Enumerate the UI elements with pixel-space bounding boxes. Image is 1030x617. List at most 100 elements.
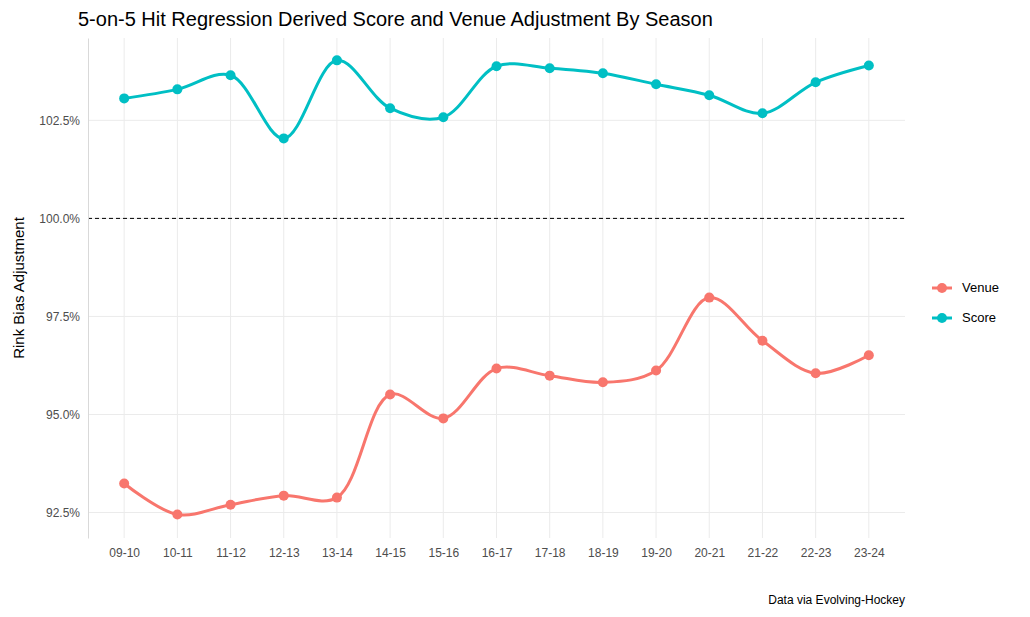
data-point: [332, 55, 342, 65]
data-point: [332, 493, 342, 503]
reference-line: [88, 218, 905, 219]
data-point: [492, 364, 502, 374]
tick-label: 92.5%: [46, 506, 80, 520]
grid-line: [656, 38, 657, 538]
tick-label: 16-17: [482, 546, 513, 560]
y-axis: 92.5% 95.0% 97.5% 100.0% 102.5%: [39, 39, 88, 539]
tick: 22-23: [801, 538, 832, 560]
data-point: [651, 366, 661, 376]
axis-title: Rink Bias Adjustment: [10, 216, 27, 359]
data-point: [704, 293, 714, 303]
grid-line: [283, 38, 284, 538]
data-point: [226, 500, 236, 510]
tick-label: 20-21: [694, 546, 725, 560]
data-point: [811, 77, 821, 87]
grid-line: [602, 38, 603, 538]
tick-label: 21-22: [748, 546, 779, 560]
data-point: [172, 84, 182, 94]
data-point: [385, 103, 395, 113]
plot-area: [119, 55, 874, 519]
tick: 12-13: [269, 538, 300, 560]
tick: 21-22: [748, 538, 779, 560]
legend-key: [937, 283, 947, 293]
grid-line: [868, 38, 869, 538]
data-point: [438, 112, 448, 122]
tick: 09-10: [109, 538, 140, 560]
tick-label: 09-10: [109, 546, 140, 560]
data-point: [172, 509, 182, 519]
series-line: [124, 298, 869, 516]
grid-line: [124, 38, 125, 538]
tick-label: 17-18: [535, 546, 566, 560]
axis-line: [88, 39, 89, 539]
data-point: [757, 336, 767, 346]
data-point: [279, 133, 289, 143]
tick-label: 23-24: [854, 546, 885, 560]
tick-label: 95.0%: [46, 408, 80, 422]
grid-line: [496, 38, 497, 538]
tick: 16-17: [482, 538, 513, 560]
grid-line: [815, 38, 816, 538]
tick-label: 10-11: [163, 546, 193, 560]
tick-label: 12-13: [269, 546, 300, 560]
legend: Venue Score: [932, 280, 999, 325]
legend-label: Venue: [962, 280, 999, 295]
tick: 20-21: [694, 538, 725, 560]
tick: 92.5%: [46, 506, 88, 520]
data-point: [598, 68, 608, 78]
data-point: [864, 60, 874, 70]
tick: 11-12: [216, 538, 246, 560]
tick-label: 100.0%: [39, 212, 80, 226]
grid-line: [336, 38, 337, 538]
grid-line: [88, 218, 905, 219]
grid-line: [177, 38, 178, 538]
title: 5-on-5 Hit Regression Derived Score and …: [78, 8, 713, 30]
tick: 13-14: [322, 538, 353, 560]
data-point: [119, 93, 129, 103]
tick: 97.5%: [46, 310, 88, 324]
data-point: [438, 413, 448, 423]
grid-line: [230, 38, 231, 538]
tick: 15-16: [428, 538, 459, 560]
tick-label: 102.5%: [39, 114, 80, 128]
tick-label: 14-15: [375, 546, 406, 560]
data-point: [226, 70, 236, 80]
tick: 95.0%: [46, 408, 88, 422]
tick: 17-18: [535, 538, 566, 560]
data-point: [385, 389, 395, 399]
data-point: [757, 108, 767, 118]
background: [0, 0, 1030, 617]
tick: 23-24: [854, 538, 885, 560]
data-point: [279, 491, 289, 501]
grid-line: [709, 38, 710, 538]
tick: 19-20: [641, 538, 672, 560]
data-point: [545, 63, 555, 73]
tick-label: 13-14: [322, 546, 353, 560]
data-point: [651, 79, 661, 89]
chart: 92.5% 95.0% 97.5% 100.0% 102.5% 09-10 10-11 11-…: [0, 0, 1030, 617]
grid: [88, 38, 905, 538]
tick: 102.5%: [39, 114, 88, 128]
tick-label: 15-16: [428, 546, 459, 560]
tick-label: 97.5%: [46, 310, 80, 324]
data-point: [545, 371, 555, 381]
tick: 18-19: [588, 538, 619, 560]
series-line: [124, 60, 869, 138]
data-point: [598, 377, 608, 387]
data-point: [864, 350, 874, 360]
legend-label: Score: [962, 310, 996, 325]
x-axis: 09-10 10-11 11-12 12-13 13-14 14-15 15-16 16-17…: [89, 538, 906, 560]
caption: Data via Evolving-Hockey: [768, 593, 905, 607]
tick-label: 18-19: [588, 546, 619, 560]
tick: 10-11: [163, 538, 193, 560]
data-point: [811, 368, 821, 378]
data-point: [704, 90, 714, 100]
data-point: [119, 478, 129, 488]
tick-label: 22-23: [801, 546, 832, 560]
tick-label: 19-20: [641, 546, 672, 560]
axis-line: [89, 538, 906, 539]
tick: 14-15: [375, 538, 406, 560]
tick-label: 11-12: [216, 546, 246, 560]
legend-key: [937, 313, 947, 323]
tick: 100.0%: [39, 212, 88, 226]
